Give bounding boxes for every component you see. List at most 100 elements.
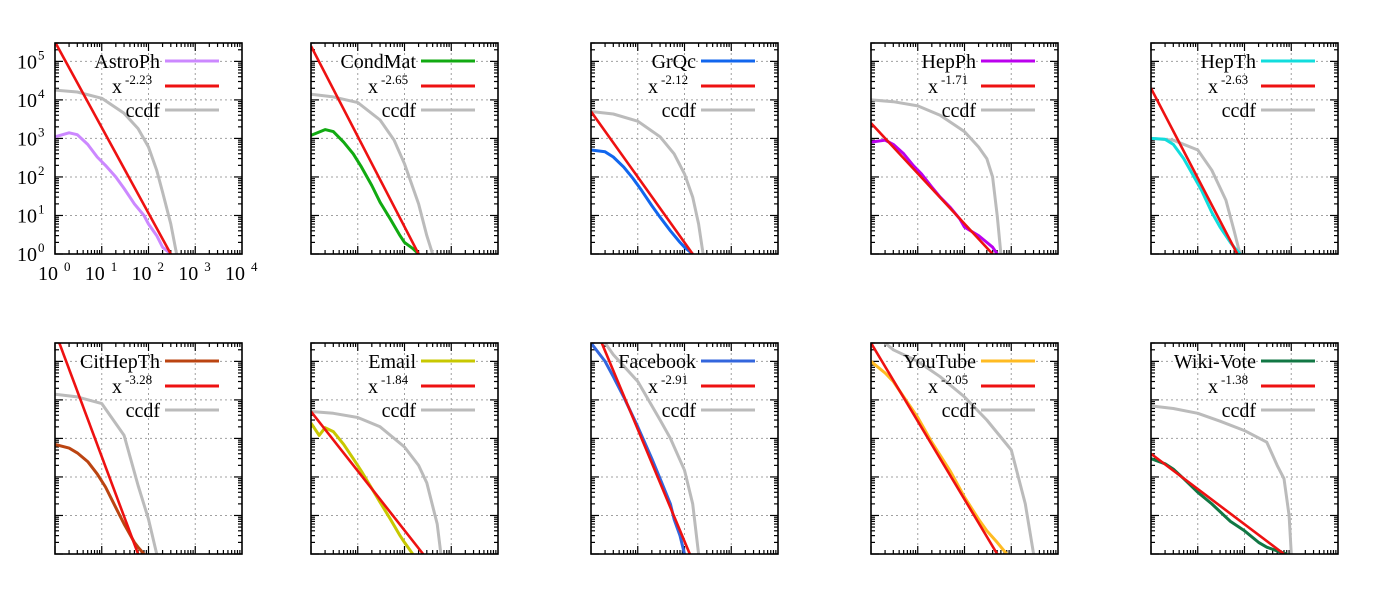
panel-grqc: GrQc x -2.12 ccdf [590, 42, 779, 255]
legend-fit-label: x [648, 76, 658, 98]
series-ccdf [311, 92, 435, 254]
y-tick-exponent: 3 [38, 124, 45, 139]
plot-frame [310, 342, 499, 555]
legend-fit-exponent: -3.28 [125, 372, 152, 387]
legend-ccdf-label: ccdf [942, 100, 977, 122]
series-fit [600, 343, 691, 554]
series-fit [1151, 87, 1239, 254]
legend-fit-exponent: -2.05 [941, 372, 968, 387]
x-tick-exponent: 3 [204, 259, 211, 274]
panel-hepph: HepPh x -1.71 ccdf [870, 42, 1059, 255]
series-fit [871, 343, 999, 554]
x-tick-label: 10 [178, 263, 198, 285]
legend-series-label: HepPh [922, 51, 976, 73]
series-group [55, 343, 159, 554]
y-tick-label: 10 [17, 205, 37, 227]
legend-fit-label: x [1208, 76, 1218, 98]
series-astroph [55, 131, 172, 254]
legend-fit-exponent: -2.91 [661, 372, 688, 387]
series-fit [311, 410, 425, 554]
series-ccdf [311, 410, 443, 554]
panel-facebook: Facebook x -2.91 ccdf [590, 342, 779, 555]
y-tick-label: 10 [17, 51, 37, 73]
legend-series-label: Wiki-Vote [1174, 351, 1256, 373]
plot-frame [310, 42, 499, 255]
legend-fit-exponent: -2.23 [125, 72, 152, 87]
series-group [591, 110, 705, 254]
series-fit [591, 110, 694, 254]
series-fit [1151, 452, 1285, 554]
y-tick-exponent: 1 [38, 201, 45, 216]
plot-frame [1150, 342, 1339, 555]
legend-fit-label: x [112, 76, 122, 98]
legend-fit-exponent: -1.71 [941, 72, 968, 87]
legend-fit-label: x [648, 376, 658, 398]
y-tick-label: 10 [17, 128, 37, 150]
y-tick-exponent: 4 [38, 86, 45, 101]
panel-hepth: HepTh x -2.63 ccdf [1150, 42, 1339, 255]
panel-condmat: CondMat x -2.65 ccdf [310, 42, 499, 255]
series-group [591, 343, 701, 554]
legend-ccdf-label: ccdf [382, 400, 417, 422]
y-tick-label: 10 [17, 90, 37, 112]
legend-fit-exponent: -1.84 [381, 372, 409, 387]
series-group [871, 343, 1036, 554]
series-condmat [311, 128, 420, 254]
legend-ccdf-label: ccdf [942, 400, 977, 422]
series-group [1151, 87, 1242, 254]
legend-series-label: HepTh [1200, 51, 1256, 73]
legend-ccdf-label: ccdf [1222, 100, 1257, 122]
legend-ccdf-label: ccdf [1222, 400, 1257, 422]
x-tick-label: 10 [225, 263, 245, 285]
x-tick-exponent: 4 [251, 259, 258, 274]
y-tick-label: 10 [17, 244, 37, 266]
legend-series-label: CondMat [340, 51, 416, 73]
y-tick-label: 10 [17, 167, 37, 189]
plot-frame [1150, 42, 1339, 255]
legend-series-label: Email [368, 351, 416, 373]
series-ccdf [1151, 136, 1242, 254]
legend-ccdf-label: ccdf [126, 100, 161, 122]
series-ccdf [55, 392, 159, 554]
series-fit [57, 343, 140, 554]
plot-frame [54, 342, 243, 555]
legend-ccdf-label: ccdf [662, 100, 697, 122]
legend-fit-exponent: -1.38 [1221, 372, 1248, 387]
x-tick-label: 10 [132, 263, 152, 285]
series-grqc [591, 148, 694, 254]
plot-frame [590, 42, 779, 255]
series-group [871, 98, 1003, 254]
series-ccdf [55, 88, 179, 254]
legend-ccdf-label: ccdf [126, 400, 161, 422]
x-tick-label: 10 [38, 263, 58, 285]
legend-ccdf-label: ccdf [662, 400, 697, 422]
legend-fit-exponent: -2.12 [661, 72, 688, 87]
panel-email: Email x -1.84 ccdf [310, 342, 499, 555]
legend-series-label: Facebook [618, 351, 696, 373]
x-tick-label: 10 [85, 263, 105, 285]
legend-fit-label: x [928, 376, 938, 398]
panel-youtube: YouTube x -2.05 ccdf [870, 342, 1059, 555]
legend-fit-exponent: -2.63 [1221, 72, 1248, 87]
panel-wiki-vote: Wiki-Vote x -1.38 ccdf [1150, 342, 1339, 555]
legend-fit-label: x [112, 376, 122, 398]
legend-series-label: YouTube [903, 351, 976, 373]
series-fit [871, 122, 994, 254]
legend-fit-label: x [928, 76, 938, 98]
legend-fit-label: x [368, 76, 378, 98]
y-tick-exponent: 5 [38, 47, 45, 62]
series-ccdf [1151, 404, 1293, 554]
x-tick-exponent: 1 [111, 259, 118, 274]
y-tick-exponent: 2 [38, 163, 45, 178]
x-tick-exponent: 0 [64, 259, 71, 274]
series-fit [311, 45, 420, 254]
legend-ccdf-label: ccdf [382, 100, 417, 122]
series-group [1151, 404, 1293, 554]
legend-fit-exponent: -2.65 [381, 72, 408, 87]
series-group [55, 43, 179, 254]
plot-frame [54, 42, 243, 255]
legend-series-label: GrQc [652, 51, 697, 73]
series-facebook [591, 343, 686, 554]
